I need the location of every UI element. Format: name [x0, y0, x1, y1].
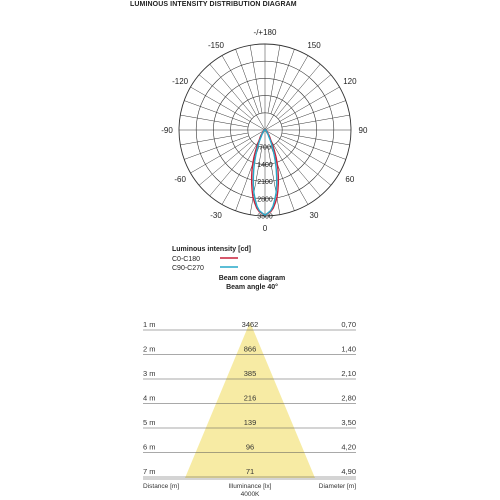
polar-spoke: [264, 55, 309, 131]
polar-spoke: [270, 49, 295, 114]
polar-spoke: [275, 63, 321, 117]
beam-row-illuminance: 385: [244, 369, 257, 378]
beam-row-illuminance: 96: [246, 443, 254, 452]
beam-row-distance: 5 m: [143, 418, 156, 427]
polar-spoke: [267, 146, 281, 215]
beam-row-illuminance: 71: [246, 467, 254, 476]
polar-spoke: [249, 146, 263, 215]
beam-row-distance: 4 m: [143, 394, 156, 403]
beam-table: 1 m 3462 0,70 2 m 866 1,40 3 m 385 2,10 4 m 216 2,8…: [143, 320, 356, 478]
polar-angle-label: -120: [172, 77, 189, 86]
diagram-title: LUMINOUS INTENSITY DISTRIBUTION DIAGRAM: [130, 1, 297, 8]
beam-row-illuminance: 3462: [242, 320, 259, 329]
footer-diameter: Diameter [m]: [319, 483, 356, 490]
polar-spoke: [190, 86, 266, 131]
beam-row-distance: 1 m: [143, 320, 156, 329]
polar-spoke: [267, 45, 281, 114]
beam-row: 7 m 71 4,90: [143, 467, 356, 478]
polar-spoke: [249, 45, 263, 114]
polar-spoke: [275, 143, 321, 197]
polar-spoke: [221, 55, 266, 131]
beam-row-illuminance: 139: [244, 418, 257, 427]
polar-spoke: [180, 132, 249, 146]
polar-angle-label: 150: [307, 41, 321, 50]
beam-title: Beam cone diagram: [219, 275, 286, 282]
polar-angle-label: -90: [161, 126, 173, 135]
legend-item-c90: C90-C270: [172, 265, 204, 272]
legend-title: Luminous intensity [cd]: [172, 246, 251, 253]
beam-cone: [185, 322, 315, 478]
polar-spoke: [281, 135, 346, 160]
polar-ring-label: 2100: [257, 179, 273, 186]
polar-angle-label: 120: [343, 77, 357, 86]
polar-spoke: [264, 129, 340, 174]
beam-row-diameter: 4,90: [341, 467, 356, 476]
polar-spoke: [278, 140, 332, 186]
polar-spoke: [281, 114, 350, 128]
beam-row-illuminance: 866: [244, 345, 257, 354]
beam-row-diameter: 4,20: [341, 443, 356, 452]
polar-spoke: [281, 100, 346, 125]
beam-row: 6 m 96 4,20: [143, 443, 356, 453]
polar-spoke: [180, 114, 249, 128]
footer-distance: Distance [m]: [143, 483, 179, 490]
footer-cct: 4000K: [241, 491, 260, 498]
beam-row-distance: 2 m: [143, 345, 156, 354]
polar-ring-label: 1400: [257, 162, 273, 169]
polar-angle-label: -150: [208, 41, 225, 50]
beam-row-distance: 3 m: [143, 369, 156, 378]
polar-spoke: [278, 74, 332, 120]
polar-spoke: [281, 132, 350, 146]
polar-angle-label: 90: [359, 126, 368, 135]
beam-row-diameter: 3,50: [341, 418, 356, 427]
polar-ring-label: 2800: [257, 196, 273, 203]
beam-row-diameter: 2,10: [341, 369, 356, 378]
polar-angle-label: 30: [310, 211, 319, 220]
curve-c90-c270: [252, 129, 278, 216]
polar-angle-label: 60: [345, 175, 354, 184]
polar-angle-labels: -/+180 150 120 90 60 30 0 -30 -60 -90 -120 -150: [161, 28, 368, 233]
beam-row-distance: 7 m: [143, 467, 156, 476]
polar-spoke: [184, 135, 249, 160]
legend-item-c0: C0-C180: [172, 256, 200, 263]
footer-illuminance: Illuminance [lx]: [229, 483, 272, 490]
polar-spoke: [209, 143, 255, 197]
polar-spoke: [184, 100, 249, 125]
beam-row: 2 m 866 1,40: [143, 345, 356, 355]
beam-subtitle: Beam angle 40°: [226, 283, 278, 291]
polar-ring-label: 700: [259, 145, 271, 152]
polar-angle-label: -60: [174, 175, 186, 184]
polar-angle-label: 0: [263, 224, 268, 233]
beam-row: 1 m 3462 0,70: [143, 320, 356, 331]
polar-spoke: [190, 129, 266, 174]
polar-ring-label: 3500: [257, 214, 273, 221]
polar-spoke: [198, 140, 252, 186]
polar-spoke: [264, 86, 340, 131]
polar-spoke: [198, 74, 252, 120]
beam-row-diameter: 0,70: [341, 320, 356, 329]
beam-row: 5 m 139 3,50: [143, 418, 356, 429]
beam-row-diameter: 2,80: [341, 394, 356, 403]
beam-row: 4 m 216 2,80: [143, 394, 356, 404]
polar-angle-label: -/+180: [254, 28, 277, 37]
polar-grid: [178, 43, 352, 217]
beam-row-distance: 6 m: [143, 443, 156, 452]
beam-row: 3 m 385 2,10: [143, 369, 356, 380]
beam-row-illuminance: 216: [244, 394, 257, 403]
beam-row-diameter: 1,40: [341, 345, 356, 354]
polar-angle-label: -30: [210, 211, 222, 220]
polar-spoke: [235, 49, 260, 114]
polar-spoke: [209, 63, 255, 117]
polar-ring-labels: 700 1400 2100 2800 3500: [257, 145, 273, 221]
